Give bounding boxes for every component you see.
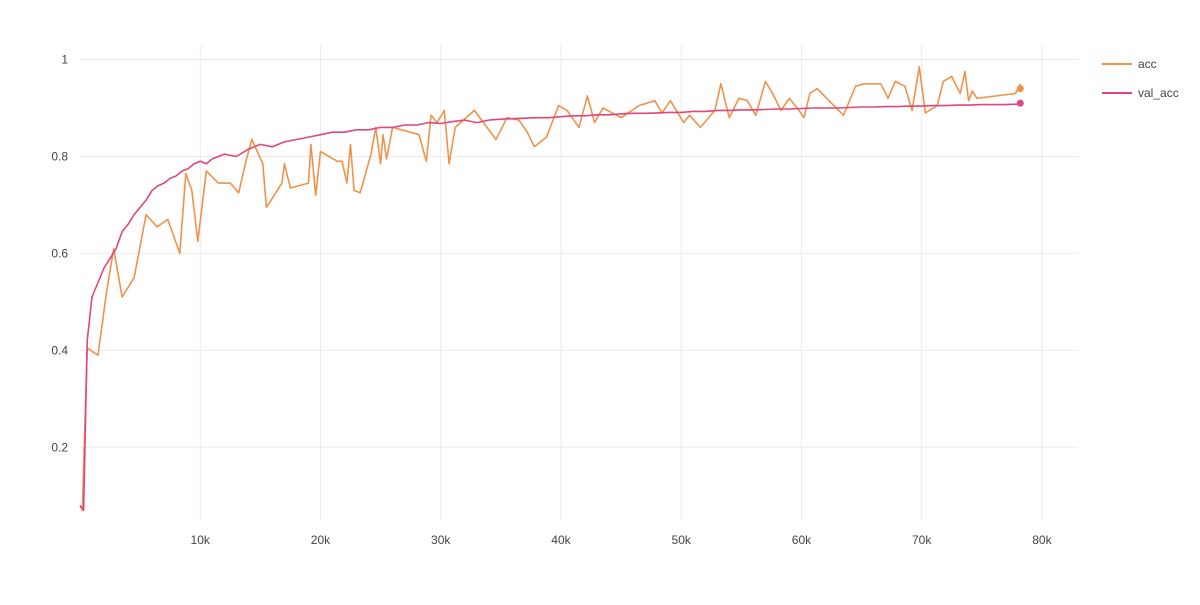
- series-end-marker-val_acc: [1016, 99, 1024, 107]
- y-tick-label: 1: [61, 53, 68, 67]
- series-line-val_acc: [79, 102, 1021, 512]
- legend[interactable]: acc val_acc: [1102, 57, 1179, 100]
- x-tick-label: 10k: [191, 533, 211, 547]
- x-tick-label: 80k: [1032, 533, 1052, 547]
- series-line-acc: [79, 66, 1022, 512]
- x-tick-label: 70k: [912, 533, 932, 547]
- x-tick-label: 60k: [792, 533, 812, 547]
- legend-item-acc[interactable]: acc: [1102, 57, 1157, 71]
- y-tick-label: 0.6: [51, 246, 68, 260]
- series-end-marker-acc: [1016, 85, 1024, 93]
- x-tick-label: 40k: [551, 533, 571, 547]
- axes: 0.2 0.4 0.6 0.8 1 10k 20k 30k 40k 50k 60k 70k 80k: [51, 53, 1052, 547]
- y-tick-label: 0.2: [51, 440, 68, 454]
- series-lines: [79, 66, 1024, 512]
- x-tick-label: 50k: [672, 533, 692, 547]
- legend-item-val_acc[interactable]: val_acc: [1102, 86, 1179, 100]
- legend-label: acc: [1138, 57, 1157, 71]
- y-tick-label: 0.8: [51, 149, 68, 163]
- x-tick-label: 20k: [311, 533, 331, 547]
- y-tick-label: 0.4: [51, 343, 68, 357]
- x-tick-label: 30k: [431, 533, 451, 547]
- legend-label: val_acc: [1138, 86, 1179, 100]
- grid: [80, 45, 1078, 520]
